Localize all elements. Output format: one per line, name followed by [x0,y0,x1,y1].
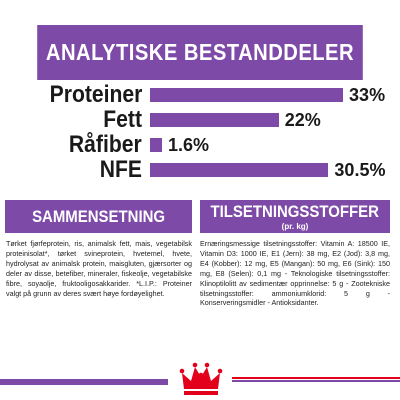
analysis-label: NFE [99,156,142,183]
analysis-label: Proteiner [49,81,142,108]
analysis-value: 1.6% [168,135,210,155]
analysis-row: Proteiner 33% [0,82,400,108]
analysis-bar [150,163,329,177]
additives-text: Ernæringsmessige tilsetningsstoffer: Vit… [200,239,390,308]
additives-subtitle: (pr. kg) [281,222,309,231]
analysis-value: 33% [349,85,386,105]
analysis-bar [150,113,279,127]
analysis-value: 30.5% [334,160,386,180]
analysis-row: Råfiber 1.6% [0,132,400,158]
additives-header: TILSETNINGSSTOFFER (pr. kg) [200,200,390,233]
composition-title: SAMMENSETNING [32,206,165,226]
composition-header: SAMMENSETNING [5,200,192,233]
analysis-title: ANALYTISKE BESTANDDELER [45,39,355,65]
analysis-row: NFE 30.5% [0,157,400,183]
additives-title: TILSETNINGSSTOFFER [210,202,380,221]
analysis-banner: ANALYTISKE BESTANDDELER [37,25,363,80]
royal-canin-crown-icon [179,362,223,395]
analysis-value: 22% [284,110,321,130]
analysis-row: Fett 22% [0,107,400,133]
composition-text: Tørket fjørfeprotein, ris, animalsk fett… [6,239,192,298]
footer-stripe-left [0,379,168,385]
analysis-bar [150,138,162,152]
analysis-bar [150,88,344,102]
analysis-label: Fett [103,106,142,133]
analysis-label: Råfiber [69,131,142,158]
footer-stripe-right [232,377,400,382]
